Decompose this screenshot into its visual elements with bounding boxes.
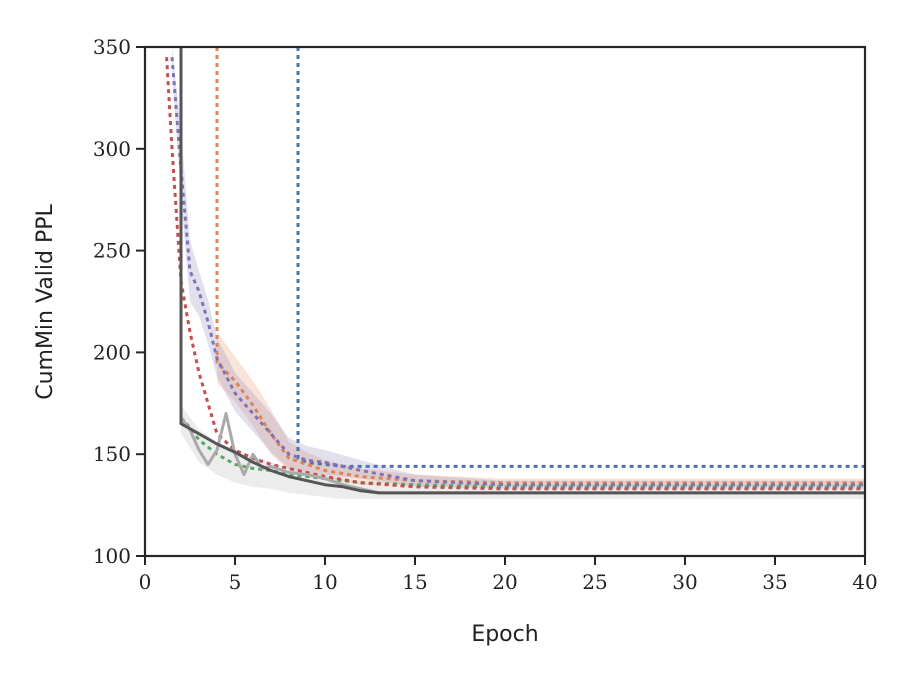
y-tick-label: 100 <box>93 544 131 568</box>
x-tick-label: 10 <box>312 570 337 594</box>
series-6-band <box>181 405 865 499</box>
x-axis-ticks: 0 5 10 15 20 25 30 35 40 <box>139 556 878 594</box>
y-tick-label: 300 <box>93 137 131 161</box>
series-1-line <box>296 47 865 468</box>
y-tick-label: 200 <box>93 340 131 364</box>
series-lines <box>165 47 865 495</box>
series-2-line <box>215 47 865 485</box>
series-3-line <box>179 416 865 489</box>
x-tick-label: 15 <box>402 570 427 594</box>
y-tick-label: 150 <box>93 442 131 466</box>
y-tick-label: 250 <box>93 239 131 263</box>
x-tick-label: 40 <box>852 570 877 594</box>
x-axis-label: Epoch <box>471 622 538 647</box>
x-tick-label: 30 <box>672 570 697 594</box>
x-tick-label: 25 <box>582 570 607 594</box>
series-5-line <box>170 57 865 487</box>
confidence-bands <box>172 47 865 499</box>
series-5-band <box>172 47 865 489</box>
series-4-line <box>165 57 865 491</box>
x-tick-label: 35 <box>762 570 787 594</box>
y-axis-label: CumMin Valid PPL <box>33 203 58 399</box>
x-tick-label: 0 <box>139 570 152 594</box>
x-tick-label: 20 <box>492 570 517 594</box>
series-7-line <box>179 47 865 495</box>
x-tick-label: 5 <box>229 570 242 594</box>
y-axis-ticks: 100 150 200 250 300 350 <box>93 35 145 568</box>
y-tick-label: 350 <box>93 35 131 59</box>
